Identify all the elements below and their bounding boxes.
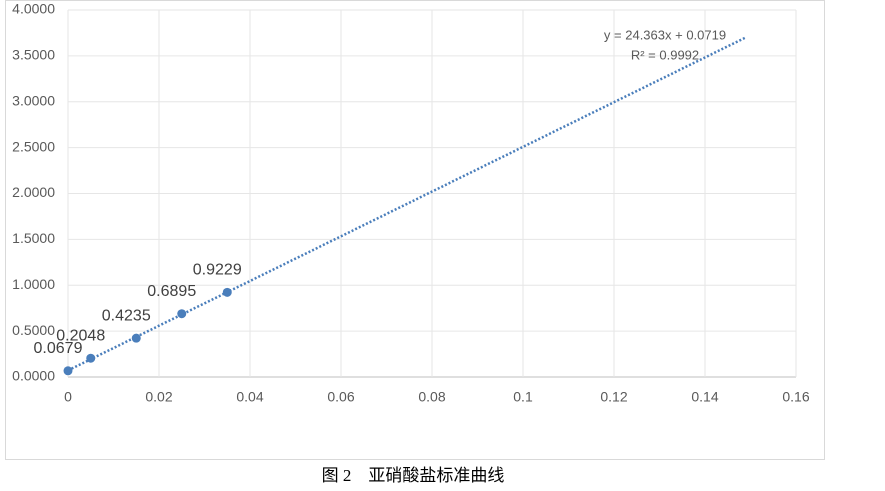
- y-tick-label: 2.5000: [12, 138, 55, 154]
- y-tick-label: 3.5000: [12, 47, 55, 63]
- x-tick-label: 0: [64, 389, 72, 405]
- x-tick-label: 0.08: [418, 389, 445, 405]
- y-tick-label: 4.0000: [12, 1, 55, 17]
- trendline-r-squared: R² = 0.9992: [631, 47, 699, 62]
- data-point: [86, 353, 96, 363]
- trendline: [67, 36, 747, 372]
- y-tick-label: 2.0000: [12, 184, 55, 200]
- y-tick-label: 1.0000: [12, 276, 55, 292]
- data-point: [131, 333, 141, 343]
- x-tick-label: 0.14: [691, 389, 718, 405]
- chart-border: [5, 0, 825, 460]
- y-tick-label: 3.0000: [12, 92, 55, 108]
- data-label: 0.4235: [102, 307, 151, 324]
- x-tick-label: 0.04: [236, 389, 263, 405]
- data-point: [63, 366, 73, 376]
- x-tick-label: 0.02: [145, 389, 172, 405]
- data-point: [177, 309, 187, 319]
- y-tick-label: 0.5000: [12, 322, 55, 338]
- x-tick-label: 0.1: [513, 389, 533, 405]
- trendline-equation: y = 24.363x + 0.0719: [604, 27, 726, 42]
- x-tick-label: 0.06: [327, 389, 354, 405]
- y-tick-label: 0.0000: [12, 368, 55, 384]
- chart: 0.0000 0.5000 1.0000 1.5000 2.0000 2.5000 3.00…: [5, 0, 825, 460]
- data-label: 0.2048: [56, 327, 105, 344]
- x-tick-label: 0.16: [782, 389, 809, 405]
- data-point: [222, 287, 232, 297]
- data-label: 0.0679: [34, 340, 83, 357]
- data-label: 0.6895: [147, 283, 196, 300]
- data-label: 0.9229: [193, 262, 242, 279]
- x-tick-label: 0.12: [600, 389, 627, 405]
- y-tick-label: 1.5000: [12, 230, 55, 246]
- caption: 图 2 亚硝酸盐标准曲线: [321, 466, 505, 485]
